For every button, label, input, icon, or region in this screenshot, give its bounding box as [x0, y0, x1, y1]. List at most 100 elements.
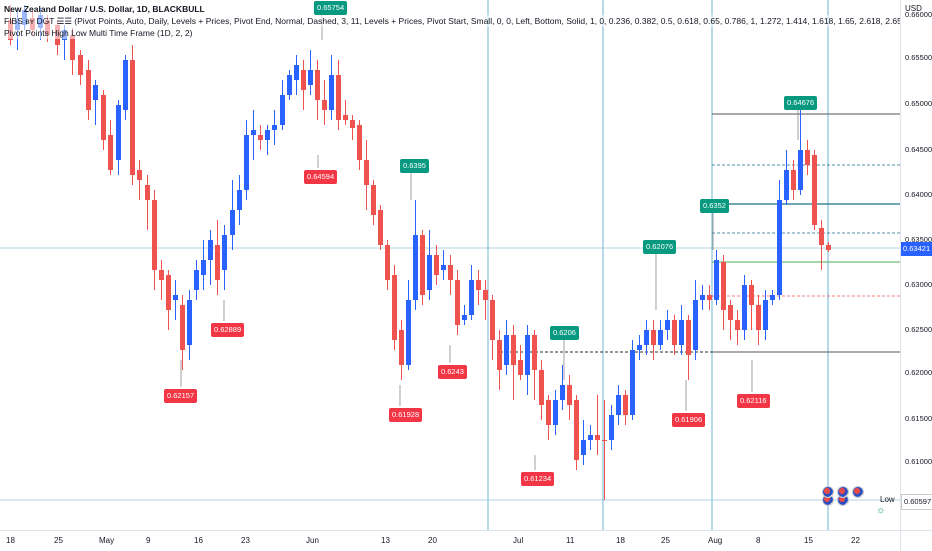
- pivot-low-badge: 0.64594: [304, 170, 338, 184]
- candle-body: [301, 70, 306, 90]
- time-tick-label: 20: [428, 536, 437, 545]
- candle-body: [581, 440, 586, 455]
- pivot-low-badge: 0.61928: [389, 408, 423, 422]
- candle-body: [244, 135, 249, 190]
- candle-body: [826, 245, 831, 250]
- time-tick-label: 22: [851, 536, 860, 545]
- candle-body: [371, 185, 376, 215]
- candle-body: [609, 415, 614, 440]
- candle-body: [770, 295, 775, 300]
- fibs-indicator-label[interactable]: FIBS ʙʏ DGT ☰☰ (Pivot Points, Auto, Dail…: [4, 15, 900, 27]
- time-tick-label: 11: [566, 536, 575, 545]
- chart-area[interactable]: New Zealand Dollar / U.S. Dollar, 1D, BL…: [0, 0, 900, 530]
- current-price-badge: 0.63421: [901, 242, 932, 256]
- time-tick-label: 16: [194, 536, 203, 545]
- candle-body: [180, 305, 185, 350]
- candle-body: [595, 435, 600, 440]
- candle-body: [222, 235, 227, 270]
- candle-body: [166, 275, 171, 310]
- candle-body: [441, 265, 446, 270]
- price-axis[interactable]: USD 0.66000 0.65500 0.65000 0.64500 0.64000 0…: [900, 0, 932, 530]
- candle-body: [130, 60, 135, 175]
- pivot-high-badge: 0.64676: [784, 96, 818, 110]
- candle-body: [525, 335, 530, 375]
- candle-body: [560, 385, 565, 400]
- candle-body: [658, 330, 663, 345]
- candle-body: [623, 395, 628, 415]
- candle-body: [137, 170, 142, 180]
- candle-body: [272, 125, 277, 130]
- candle-body: [145, 185, 150, 200]
- candle-body: [504, 335, 509, 365]
- candle-body: [399, 330, 404, 365]
- candle-body: [511, 335, 516, 365]
- candle-body: [686, 320, 691, 355]
- candle-body: [70, 35, 75, 60]
- candle-body: [287, 75, 292, 95]
- candle-body: [315, 70, 320, 100]
- candle-body: [237, 190, 242, 210]
- pivot-high-badge: 0.6395: [400, 159, 429, 173]
- event-flag-icon[interactable]: [837, 486, 849, 498]
- candle-body: [665, 320, 670, 330]
- pivot-high-badge: 0.6352: [700, 199, 729, 213]
- candle-body: [763, 300, 768, 330]
- candle-body: [280, 95, 285, 125]
- pivot-low-badge: 0.61234: [521, 472, 555, 486]
- candle-body: [679, 320, 684, 345]
- candle-body: [448, 265, 453, 280]
- pivot-low-badge: 0.62116: [737, 394, 770, 408]
- price-tick-label: 0.65000: [905, 99, 932, 108]
- candle-body: [777, 200, 782, 295]
- candle-body: [173, 295, 178, 300]
- candle-body: [672, 320, 677, 345]
- time-axis[interactable]: 18 25 May 9 16 23 Jun 13 20 Jul 11 18 25 Aug 8 15 22: [0, 530, 900, 551]
- candle-body: [476, 280, 481, 290]
- settings-icon[interactable]: ☼: [876, 505, 886, 516]
- candle-body: [812, 155, 817, 225]
- price-tick-label: 0.64500: [905, 145, 932, 154]
- candle-body: [101, 95, 106, 140]
- axis-corner: [900, 530, 932, 551]
- candle-body: [427, 255, 432, 290]
- candle-body: [434, 255, 439, 275]
- price-tick-label: 0.66000: [905, 10, 932, 19]
- candle-body: [742, 285, 747, 330]
- candle-body: [749, 285, 754, 305]
- low-caption: Low: [880, 495, 895, 504]
- candle-body: [483, 290, 488, 300]
- time-tick-label: 8: [756, 536, 761, 545]
- event-flag-icon[interactable]: [822, 486, 834, 498]
- candle-body: [378, 210, 383, 245]
- candle-body: [385, 245, 390, 280]
- candle-body: [784, 170, 789, 200]
- pivot-low-badge: 0.62889: [211, 323, 245, 337]
- candle-body: [532, 335, 537, 370]
- candle-body: [123, 60, 128, 110]
- candle-body: [819, 228, 824, 245]
- candle-body: [230, 210, 235, 235]
- price-tick-label: 0.64000: [905, 190, 932, 199]
- candle-body: [265, 130, 270, 140]
- candle-body: [336, 75, 341, 120]
- event-flag-icon[interactable]: [852, 486, 864, 498]
- pivot-high-badge: 0.65754: [314, 1, 348, 15]
- candle-body: [455, 280, 460, 325]
- pivot-indicator-label[interactable]: Pivot Points High Low Multi Time Frame (…: [4, 27, 193, 39]
- candlestick-chart[interactable]: [0, 0, 900, 530]
- time-tick-label: 23: [241, 536, 250, 545]
- time-tick-label: 13: [381, 536, 390, 545]
- candle-body: [616, 395, 621, 415]
- candle-body: [490, 300, 495, 340]
- candle-body: [308, 70, 313, 85]
- candle-body: [208, 240, 213, 260]
- candle-body: [187, 300, 192, 345]
- candle-body: [735, 320, 740, 330]
- candle-body: [518, 360, 523, 375]
- symbol-title[interactable]: New Zealand Dollar / U.S. Dollar, 1D, BL…: [4, 3, 205, 15]
- candle-body: [159, 270, 164, 280]
- time-tick-label: 9: [146, 536, 151, 545]
- candle-body: [462, 315, 467, 320]
- candle-body: [644, 330, 649, 345]
- candle-body: [322, 100, 327, 110]
